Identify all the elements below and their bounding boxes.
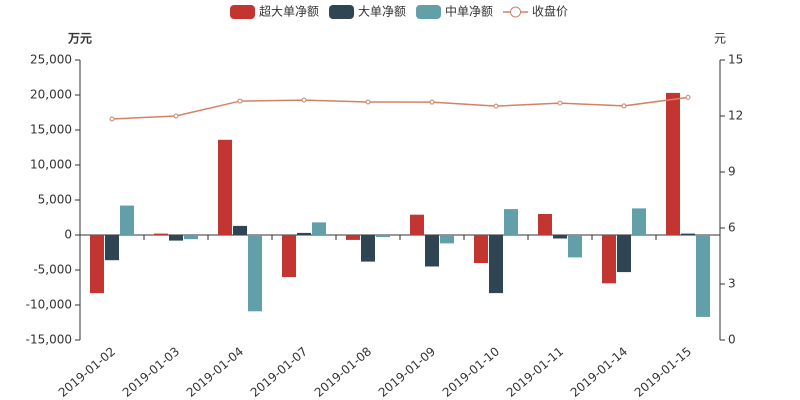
legend-label[interactable]: 超大单净额 (259, 4, 319, 19)
x-tick-label: 2019-01-07 (248, 344, 310, 400)
y2-tick-label: 0 (728, 333, 736, 347)
bar (632, 208, 646, 235)
line-point (365, 99, 371, 105)
x-tick-label: 2019-01-14 (568, 344, 630, 400)
line-point (493, 103, 499, 109)
bar (90, 235, 104, 294)
x-tick-label: 2019-01-10 (440, 344, 502, 400)
x-tick-label: 2019-01-03 (120, 344, 182, 400)
y-tick-label: 10,000 (30, 158, 72, 172)
y2-tick-label: 9 (728, 165, 736, 179)
bar (169, 235, 183, 241)
x-tick-label: 2019-01-02 (56, 344, 118, 400)
bar (568, 235, 582, 258)
bar (248, 235, 262, 312)
bar (602, 235, 616, 284)
y-tick-label: -5,000 (33, 263, 72, 277)
bar (681, 233, 695, 235)
line (111, 96, 689, 120)
bar (666, 92, 680, 236)
bar (376, 235, 390, 238)
y2-tick-label: 15 (728, 53, 743, 67)
legend-icon (416, 5, 442, 19)
bar (474, 235, 488, 263)
line-point (237, 98, 243, 104)
legend-icon (230, 5, 255, 19)
x-tick-label: 2019-01-15 (632, 344, 694, 400)
bar (425, 235, 439, 267)
bar (154, 233, 168, 235)
legend-label[interactable]: 中单净额 (445, 4, 493, 19)
bar (504, 209, 518, 235)
line-point (109, 116, 115, 122)
line-point (557, 100, 563, 106)
line-point (685, 94, 691, 100)
x-tick-label: 2019-01-09 (376, 344, 438, 400)
line-point (621, 103, 627, 109)
y2-axis-label: 元 (714, 32, 726, 46)
y-axis-label: 万元 (67, 32, 92, 46)
y-tick-label: 20,000 (30, 88, 72, 102)
bar (410, 214, 424, 235)
bar (120, 205, 134, 235)
bar (346, 235, 360, 240)
x-tick-label: 2019-01-04 (184, 344, 246, 400)
y-tick-label: -10,000 (26, 298, 72, 312)
bar (361, 235, 375, 262)
bar (696, 235, 710, 317)
bar (489, 235, 503, 294)
bar (538, 214, 552, 235)
y-tick-label: -15,000 (26, 333, 72, 347)
legend-icon (510, 6, 522, 18)
line-point (173, 113, 179, 119)
legend-icon (329, 5, 355, 19)
bar (617, 235, 631, 273)
y2-tick-label: 12 (728, 109, 743, 123)
y2-tick-label: 3 (728, 277, 736, 291)
bar (184, 235, 198, 240)
y-tick-label: 25,000 (30, 53, 72, 67)
line-point (429, 99, 435, 105)
y-tick-label: 0 (64, 228, 72, 242)
bar (312, 222, 326, 235)
x-tick-label: 2019-01-08 (312, 344, 374, 400)
bar (440, 235, 454, 244)
bar (105, 235, 119, 261)
y2-tick-label: 6 (728, 221, 736, 235)
x-tick-label: 2019-01-11 (504, 344, 566, 400)
line-point (301, 97, 307, 103)
legend-label[interactable]: 大单净额 (358, 5, 406, 19)
bar (218, 139, 232, 235)
bar (553, 235, 567, 239)
y-tick-label: 5,000 (38, 193, 72, 207)
bar (233, 225, 247, 235)
legend-label[interactable]: 收盘价 (532, 4, 568, 19)
bar (282, 235, 296, 277)
y-tick-label: 15,000 (30, 123, 72, 137)
bar (297, 232, 311, 235)
